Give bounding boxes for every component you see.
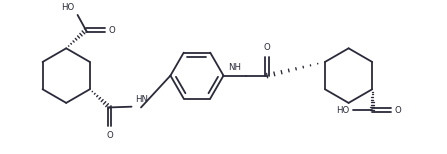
Text: O: O — [264, 43, 270, 53]
Text: HN: HN — [135, 95, 148, 104]
Text: HO: HO — [336, 106, 350, 115]
Text: O: O — [109, 26, 115, 35]
Text: NH: NH — [228, 63, 241, 72]
Text: HO: HO — [61, 3, 74, 12]
Text: O: O — [106, 131, 113, 140]
Text: O: O — [395, 106, 402, 115]
